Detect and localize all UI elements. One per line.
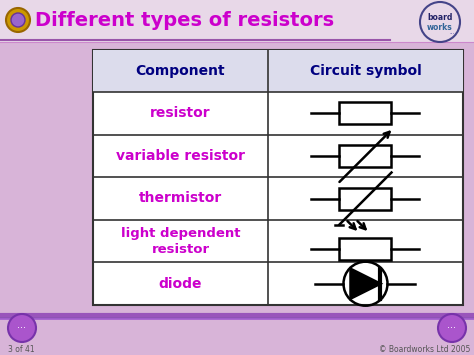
FancyBboxPatch shape [93,50,463,92]
Text: © Boardworks Ltd 2005: © Boardworks Ltd 2005 [379,344,470,354]
FancyBboxPatch shape [93,50,463,305]
Text: 3 of 41: 3 of 41 [8,344,35,354]
Text: ···: ··· [18,323,27,333]
Text: ···: ··· [447,323,456,333]
Circle shape [6,8,30,32]
Text: diode: diode [159,277,202,291]
Circle shape [438,314,466,342]
FancyBboxPatch shape [339,102,392,124]
Text: Circuit symbol: Circuit symbol [310,64,421,78]
Text: ...: ... [449,29,455,34]
FancyBboxPatch shape [339,238,392,260]
Text: thermistor: thermistor [139,191,222,206]
Text: light dependent
resistor: light dependent resistor [121,226,240,256]
Polygon shape [350,269,381,299]
Text: board: board [428,13,453,22]
FancyBboxPatch shape [339,187,392,209]
Text: resistor: resistor [150,106,211,120]
Text: Different types of resistors: Different types of resistors [35,11,334,31]
Text: variable resistor: variable resistor [116,149,245,163]
Text: Component: Component [136,64,225,78]
FancyBboxPatch shape [0,0,474,42]
Text: works: works [427,22,453,32]
Circle shape [8,314,36,342]
Circle shape [11,13,25,27]
FancyBboxPatch shape [339,145,392,167]
